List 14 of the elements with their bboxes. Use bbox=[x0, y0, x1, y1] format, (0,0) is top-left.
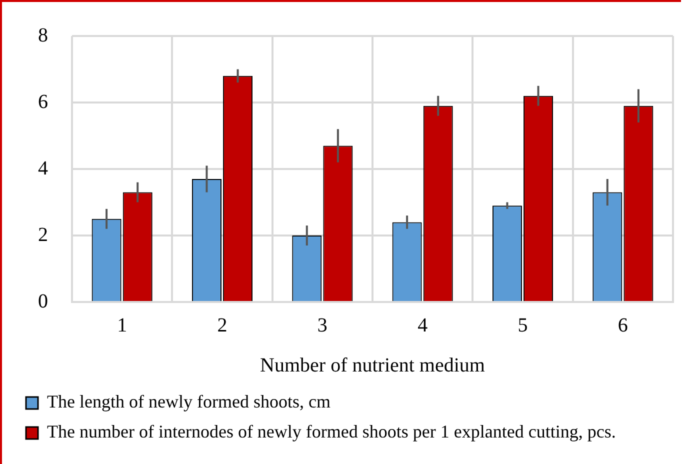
x-tick-label: 3 bbox=[317, 314, 328, 336]
y-tick-label: 6 bbox=[38, 90, 48, 113]
legend-label: The length of newly formed shoots, cm bbox=[47, 392, 330, 412]
legend-label: The number of internodes of newly formed shoots per 1 explanted cutting, pcs. bbox=[47, 422, 616, 442]
x-tick-label: 5 bbox=[518, 314, 528, 336]
x-axis-title: Number of nutrient medium bbox=[260, 354, 486, 376]
x-tick-label: 2 bbox=[217, 314, 228, 336]
x-tick-label: 6 bbox=[618, 314, 628, 336]
y-tick-label: 0 bbox=[38, 290, 48, 312]
x-tick-label: 4 bbox=[418, 314, 428, 336]
y-tick-label: 8 bbox=[38, 24, 48, 46]
y-tick-label: 2 bbox=[38, 224, 48, 246]
y-tick-label: 4 bbox=[38, 157, 48, 180]
x-tick-label: 1 bbox=[117, 314, 128, 336]
